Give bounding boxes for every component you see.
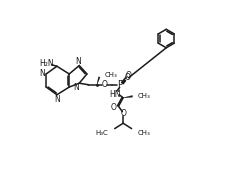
Text: HN: HN: [109, 90, 120, 99]
Text: O: O: [111, 103, 117, 112]
Text: O: O: [120, 109, 126, 118]
Text: N: N: [54, 95, 60, 104]
Text: H₂N: H₂N: [39, 59, 53, 68]
Text: N: N: [39, 69, 45, 78]
Text: P: P: [117, 80, 123, 89]
Text: H₃C: H₃C: [96, 130, 109, 136]
Text: CH₃: CH₃: [105, 73, 117, 78]
Text: CH₃: CH₃: [138, 93, 150, 98]
Polygon shape: [97, 77, 100, 85]
Text: O: O: [125, 71, 131, 80]
Text: O: O: [125, 73, 131, 82]
Polygon shape: [123, 96, 133, 98]
Text: CH₃: CH₃: [138, 130, 150, 136]
Text: N: N: [75, 57, 81, 66]
Text: N: N: [73, 83, 79, 92]
Text: O: O: [102, 80, 108, 89]
